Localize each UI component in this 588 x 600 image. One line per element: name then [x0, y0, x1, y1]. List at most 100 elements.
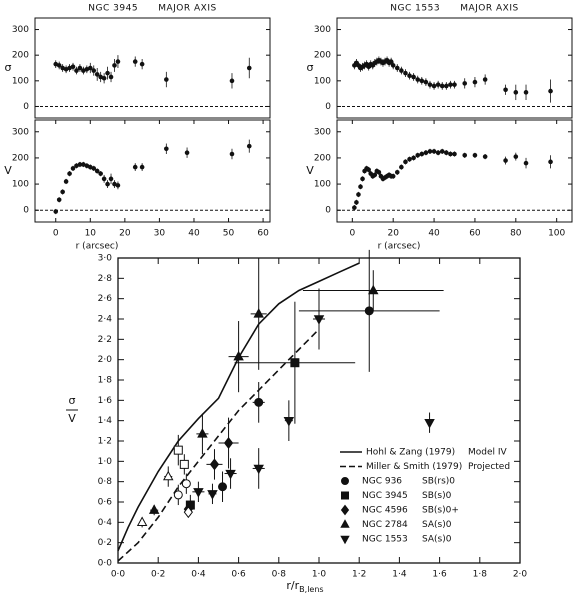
y-tick-label: 0·8 [98, 477, 113, 487]
x-tick-label: 40 [188, 229, 200, 239]
y-tick-label: 100 [314, 76, 331, 86]
data-point [81, 162, 86, 167]
data-point [184, 150, 190, 155]
y-axis-label: V [306, 164, 314, 177]
y-tick-label: 2·0 [98, 355, 113, 365]
y-axis-label: σ [307, 61, 314, 74]
y-tick-label: 300 [314, 127, 331, 137]
data-point [112, 181, 117, 187]
data-point [407, 73, 412, 78]
data-point [462, 153, 468, 158]
data-point [112, 63, 117, 68]
data-point [452, 82, 457, 87]
legend-class: SB(s)0+ [422, 506, 459, 516]
data-point [548, 159, 553, 165]
legend-class: SA(s)0 [422, 535, 452, 545]
y-tick-label: 2·4 [98, 315, 113, 325]
data-point [482, 77, 488, 82]
data-point [358, 184, 363, 189]
data-point [360, 176, 365, 182]
y-tick-label: 1·8 [98, 376, 113, 386]
y-tick-label: 1·0 [98, 457, 113, 467]
plot-frame [34, 17, 271, 119]
data-point [87, 65, 93, 71]
data-point [209, 458, 220, 471]
x-tick-label: 50 [223, 229, 235, 239]
data-point [548, 88, 553, 94]
data-point [94, 72, 100, 77]
x-tick-label: 0 [53, 229, 59, 239]
x-axis-label-main: r/r [286, 579, 299, 592]
data-point [87, 164, 93, 170]
data-point [115, 183, 121, 188]
data-point [84, 66, 90, 72]
data-point [246, 65, 252, 71]
x-axis-label-sub: B,lens [299, 585, 323, 594]
data-point [132, 59, 138, 64]
data-point [444, 83, 449, 89]
y-tick-label: 0 [325, 206, 331, 216]
data-point [423, 79, 429, 85]
y-tick-label: 3·0 [98, 254, 113, 264]
data-point [366, 167, 371, 172]
data-point [179, 459, 189, 469]
data-point [523, 160, 529, 166]
data-point [136, 516, 148, 527]
data-point [60, 189, 65, 195]
data-point [399, 68, 404, 73]
data-point [435, 82, 441, 87]
legend-label: NGC 936 [362, 477, 402, 487]
data-point [84, 163, 90, 169]
data-point [105, 70, 110, 76]
data-point [70, 166, 76, 171]
data-point [390, 63, 396, 68]
x-tick-label: 0 [349, 229, 355, 239]
data-point [372, 172, 378, 178]
data-point [233, 350, 244, 361]
plot-frame [34, 119, 271, 223]
y-tick-label: 1·6 [98, 396, 113, 406]
chart-title: NGC 3945 MAJOR AXIS [88, 4, 216, 14]
data-point [81, 68, 86, 73]
model-curve [117, 328, 320, 562]
data-point [364, 306, 374, 316]
y-tick-label: 100 [12, 180, 29, 190]
x-tick-label: 80 [510, 229, 522, 239]
data-point [388, 59, 394, 64]
data-point [513, 154, 519, 159]
x-tick-label: 100 [548, 229, 565, 239]
data-point [148, 504, 160, 514]
data-point [354, 200, 359, 205]
legend-label: NGC 1553 [362, 535, 408, 545]
data-point [105, 181, 110, 187]
data-point [415, 153, 421, 158]
y-tick-label: 2·8 [98, 274, 113, 284]
data-point [207, 490, 218, 500]
data-point [503, 158, 508, 163]
data-point [74, 68, 79, 73]
legend-marker [340, 519, 350, 528]
data-point [218, 482, 228, 492]
plot-frame [336, 17, 573, 119]
data-point [283, 416, 295, 427]
x-axis-label: r (arcsec) [76, 242, 119, 252]
data-point [229, 78, 235, 84]
x-tick-label: 20 [119, 229, 131, 239]
data-point [70, 64, 76, 70]
y-tick-label: 300 [12, 25, 29, 35]
legend-marker [341, 477, 349, 485]
y-tick-label: 0·0 [98, 559, 113, 569]
legend-class: SB(s)0 [422, 491, 452, 501]
y-axis-label: V [68, 412, 76, 425]
data-point [431, 83, 437, 89]
data-point [513, 90, 519, 95]
data-point [164, 146, 169, 152]
legend-class: SA(s)0 [422, 520, 452, 530]
x-tick-label: 0·6 [231, 570, 246, 580]
data-point [115, 59, 121, 64]
data-point [53, 209, 59, 214]
data-point [101, 176, 107, 182]
y-tick-label: 200 [314, 51, 331, 61]
data-point [462, 81, 468, 86]
